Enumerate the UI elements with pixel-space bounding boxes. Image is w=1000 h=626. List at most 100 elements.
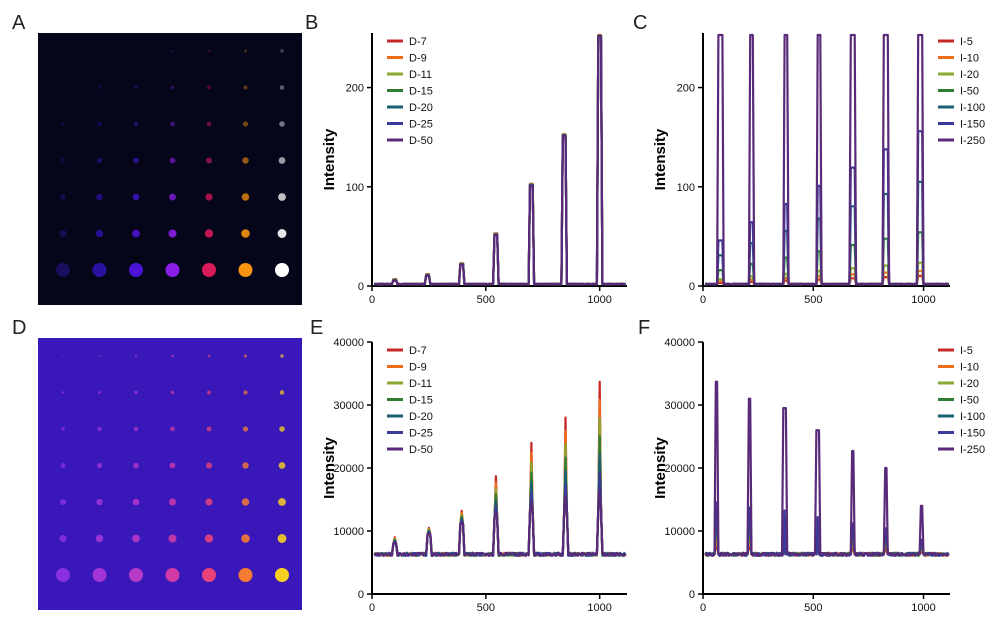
spot <box>238 568 253 582</box>
spot <box>61 391 65 394</box>
spot <box>97 426 102 432</box>
spot <box>95 229 104 238</box>
series-line-i-10 <box>705 269 950 286</box>
x-tick-label: 500 <box>477 294 495 306</box>
y-tick-label: 10000 <box>664 526 695 538</box>
x-tick-label: 0 <box>369 294 375 306</box>
legend: I-5 I-10 I-20 I-50 I-100 I-150 I-250 <box>938 345 985 456</box>
spot <box>132 193 140 201</box>
y-tick-label: 40000 <box>333 337 364 349</box>
x-tick-label: 0 <box>700 602 706 614</box>
spot <box>279 390 285 395</box>
legend-label: I-50 <box>960 395 979 407</box>
spot <box>243 354 248 358</box>
spot <box>170 121 175 127</box>
series-line-d-7 <box>373 380 627 558</box>
x-tick-label: 1000 <box>911 294 935 306</box>
series-line-i-50 <box>704 518 949 558</box>
spot <box>202 568 216 582</box>
series-line-d-50 <box>374 489 627 558</box>
spot <box>278 157 286 164</box>
spot <box>96 498 103 506</box>
spot <box>133 157 139 164</box>
legend-label: I-10 <box>960 362 979 374</box>
y-axis-label: Intensity <box>321 128 338 190</box>
spot <box>92 263 107 277</box>
traces <box>373 380 627 558</box>
spot <box>207 390 211 395</box>
spot <box>242 462 249 469</box>
spot <box>60 499 66 505</box>
spot <box>243 49 248 53</box>
series-line-i-250 <box>704 380 950 558</box>
spot <box>56 263 70 277</box>
spot <box>134 354 138 358</box>
series-line-i-150 <box>704 501 950 558</box>
series-line-i-50 <box>704 231 949 286</box>
spot <box>280 49 284 53</box>
legend-label: D-15 <box>409 86 433 98</box>
series-line-i-250 <box>704 33 949 286</box>
legend-label: D-7 <box>409 345 427 357</box>
spot <box>278 462 286 469</box>
spot <box>98 355 101 357</box>
legend-label: I-100 <box>960 102 985 114</box>
spot <box>207 49 211 53</box>
spot <box>61 122 65 126</box>
legend-label: D-50 <box>409 444 433 456</box>
spot <box>61 86 65 89</box>
spot <box>169 193 176 201</box>
spot <box>62 50 64 52</box>
spot <box>241 498 250 506</box>
spot <box>243 390 248 395</box>
spot <box>134 49 138 53</box>
panel-label-c: C <box>633 12 648 34</box>
legend-label: I-20 <box>960 378 979 390</box>
spot <box>205 498 213 506</box>
legend-label: I-5 <box>960 345 973 357</box>
y-tick-label: 100 <box>677 182 695 194</box>
legend-label: I-150 <box>960 119 985 131</box>
legend-label: I-10 <box>960 53 979 65</box>
spot <box>92 568 107 582</box>
legend-label: I-100 <box>960 411 985 423</box>
series-line-i-100 <box>705 180 949 286</box>
y-tick-label: 30000 <box>333 400 364 412</box>
spot <box>132 229 140 238</box>
spot <box>207 85 211 90</box>
spot <box>98 50 101 52</box>
legend-label: I-50 <box>960 86 979 98</box>
panel-label-d: D <box>12 317 27 339</box>
legend-label: I-250 <box>960 135 985 147</box>
spot <box>96 157 103 164</box>
panel-label-e: E <box>310 317 324 339</box>
spot <box>98 86 101 89</box>
spot <box>279 426 285 432</box>
series-line-i-20 <box>704 527 949 558</box>
spot <box>133 426 139 432</box>
spot <box>171 49 174 53</box>
spot <box>61 427 65 431</box>
x-tick-label: 500 <box>804 294 822 306</box>
spot <box>171 354 174 358</box>
spot <box>277 534 287 543</box>
spot <box>95 534 104 543</box>
y-axis-label: Intensity <box>652 437 669 499</box>
image-panel-a <box>38 33 302 305</box>
spot <box>97 121 102 127</box>
spot <box>241 229 250 238</box>
series-line-d-25 <box>373 471 627 558</box>
legend-label: D-20 <box>409 102 433 114</box>
spot <box>275 263 289 277</box>
legend-label: D-20 <box>409 411 433 423</box>
spot <box>279 85 285 90</box>
spot <box>169 157 176 164</box>
series-line-d-20 <box>373 453 627 558</box>
spot <box>241 193 250 201</box>
spot <box>169 462 176 469</box>
spot <box>279 121 285 127</box>
y-axis-label: Intensity <box>321 437 338 499</box>
spot <box>277 229 287 238</box>
series-line-d-9 <box>373 398 627 557</box>
